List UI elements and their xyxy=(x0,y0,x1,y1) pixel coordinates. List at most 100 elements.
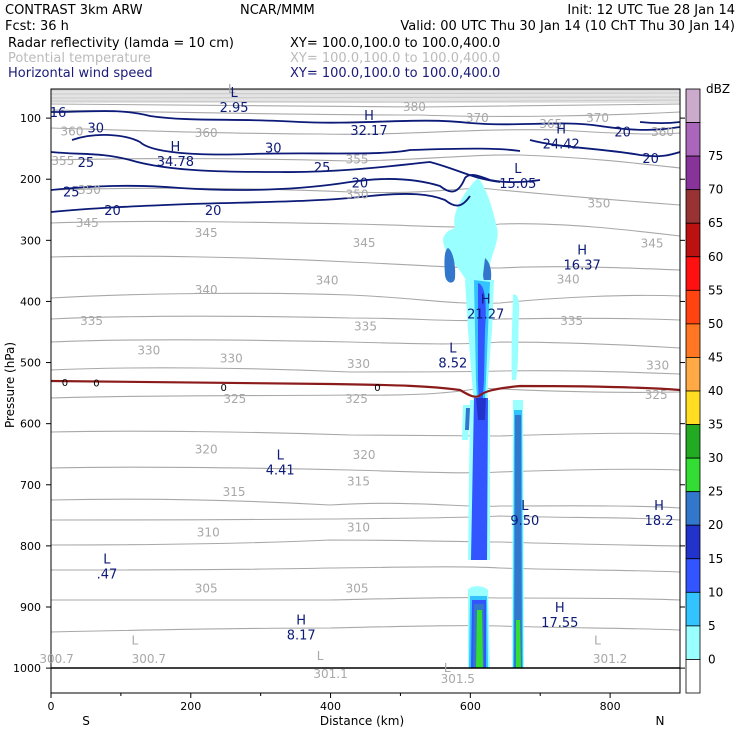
theta-label: 350 xyxy=(346,187,369,201)
x-tick-label: 400 xyxy=(320,700,341,713)
theta-label: 305 xyxy=(195,582,218,596)
theta-label: 345 xyxy=(641,236,664,250)
theta-label: 310 xyxy=(197,525,220,539)
theta-label: 315 xyxy=(347,475,370,489)
colorbar-level-label: 30 xyxy=(708,451,723,465)
colorbar-level-label: 55 xyxy=(708,283,723,297)
theta-label: 360 xyxy=(651,125,674,139)
field-1-name: Radar reflectivity (lamda = 10 cm) xyxy=(8,36,234,51)
theta-label: 355 xyxy=(51,154,74,168)
wind-label: 20 xyxy=(104,204,121,219)
colorbar-level-label: 0 xyxy=(708,652,716,666)
colorbar-level-label: 60 xyxy=(708,250,723,264)
theta-label: 300.7 xyxy=(132,652,166,666)
x-tick-label: 0 xyxy=(48,700,55,713)
colorbar-level-label: 20 xyxy=(708,518,723,532)
theta-label: 320 xyxy=(353,448,376,462)
title-center: NCAR/MMM xyxy=(240,3,315,18)
x-end-label-right: N xyxy=(656,714,665,728)
title-fcst: Fcst: 36 h xyxy=(5,19,69,34)
x-tick-label: 800 xyxy=(600,700,621,713)
theta-low-marker: L xyxy=(444,661,451,675)
y-tick-label: 100 xyxy=(20,112,41,125)
wind-label: 25 xyxy=(63,185,80,200)
x-tick-label: 200 xyxy=(180,700,201,713)
wind-label: 30 xyxy=(87,121,104,136)
colorbar-swatch xyxy=(685,558,701,593)
wind-extrema-type: H xyxy=(577,244,587,259)
freezing-level-label: 0 xyxy=(62,378,68,389)
colorbar-swatch xyxy=(685,189,701,224)
colorbar-swatch xyxy=(685,289,701,325)
freezing-level-contour xyxy=(51,379,680,398)
wind-extrema-type: H xyxy=(556,123,566,138)
wind-extrema-value: 8.52 xyxy=(438,356,467,371)
colorbar-swatch xyxy=(685,625,701,660)
freezing-level-label: 0 xyxy=(93,379,99,390)
wind-extrema-type: L xyxy=(521,499,529,514)
theta-label: 340 xyxy=(316,274,339,288)
wind-extrema-type: H xyxy=(654,499,664,514)
theta-label: 335 xyxy=(560,314,583,328)
colorbar-level-label: 75 xyxy=(708,149,723,163)
theta-label: 315 xyxy=(223,485,246,499)
wind-label: 30 xyxy=(265,141,282,156)
wind-extrema-value: 24.42 xyxy=(543,138,580,153)
wind-extrema-value: .47 xyxy=(97,567,118,582)
wind-extrema-type: H xyxy=(364,109,374,124)
colorbar-swatch xyxy=(685,457,701,493)
field-3-name: Horizontal wind speed xyxy=(8,66,153,81)
y-tick-label: 700 xyxy=(20,479,41,492)
theta-label: 365 xyxy=(539,117,562,131)
theta-label: 310 xyxy=(347,521,370,535)
theta-label: 330 xyxy=(220,351,243,365)
wind-extrema-value: 2.95 xyxy=(220,101,249,116)
colorbar: dBZ 0 5 10 15 20 25 30 35 40 45 50 55 60 65 70 75 xyxy=(685,82,730,694)
theta-label: 301.2 xyxy=(593,652,627,666)
theta-label: 330 xyxy=(347,357,370,371)
wind-extrema-type: L xyxy=(449,341,457,356)
colorbar-level-label: 50 xyxy=(708,317,723,331)
theta-label: 340 xyxy=(557,272,580,286)
theta-label: 300.7 xyxy=(39,652,73,666)
theta-label: 345 xyxy=(76,216,99,230)
wind-label: 25 xyxy=(78,156,95,171)
colorbar-level-label: 15 xyxy=(708,552,723,566)
y-tick-label: 400 xyxy=(20,295,41,308)
wind-extrema-type: H xyxy=(171,140,181,155)
colorbar-level-label: 5 xyxy=(708,619,716,633)
y-tick-label: 1000 xyxy=(13,662,41,675)
field-1-xy: XY= 100.0,100.0 to 100.0,400.0 xyxy=(290,36,500,51)
colorbar-unit: dBZ xyxy=(706,82,730,96)
colorbar-swatch xyxy=(685,659,701,694)
field-3-xy: XY= 100.0,100.0 to 100.0,400.0 xyxy=(290,66,500,81)
x-end-label-left: S xyxy=(82,714,90,728)
colorbar-swatch xyxy=(685,357,701,392)
x-axis-label: Distance (km) xyxy=(320,714,404,728)
colorbar-swatch xyxy=(685,390,701,425)
theta-label: 370 xyxy=(586,111,609,125)
colorbar-swatch xyxy=(685,88,701,123)
theta-low-marker: L xyxy=(132,634,139,648)
title-valid: Valid: 00 UTC Thu 30 Jan 14 (10 ChT Thu … xyxy=(400,19,735,34)
theta-low-marker: L xyxy=(594,634,601,648)
y-tick-label: 500 xyxy=(20,357,41,370)
theta-label: 350 xyxy=(587,197,610,211)
colorbar-level-label: 25 xyxy=(708,485,723,499)
field-2-name: Potential temperature xyxy=(8,51,151,66)
colorbar-level-label: 10 xyxy=(708,585,723,599)
freezing-level-label: 0 xyxy=(220,383,226,394)
colorbar-swatch xyxy=(685,122,701,157)
theta-label: 301.5 xyxy=(441,672,475,686)
theta-label: 360 xyxy=(195,126,218,140)
theta-label: 355 xyxy=(346,153,369,167)
theta-label: 335 xyxy=(354,319,377,333)
wind-speed-labels: 16 30 30 25 25 20 25 20 20 20 20 xyxy=(50,106,659,219)
wind-extrema-value: 21.27 xyxy=(467,308,504,323)
theta-labels: 380 370 365 370 360 360 360 355 355 350 350 350 345 3… xyxy=(39,100,674,686)
wind-extrema-type: H xyxy=(481,293,491,308)
theta-label: 350 xyxy=(78,183,101,197)
wind-extrema-value: 8.17 xyxy=(287,628,316,643)
colorbar-level-label: 70 xyxy=(708,183,723,197)
